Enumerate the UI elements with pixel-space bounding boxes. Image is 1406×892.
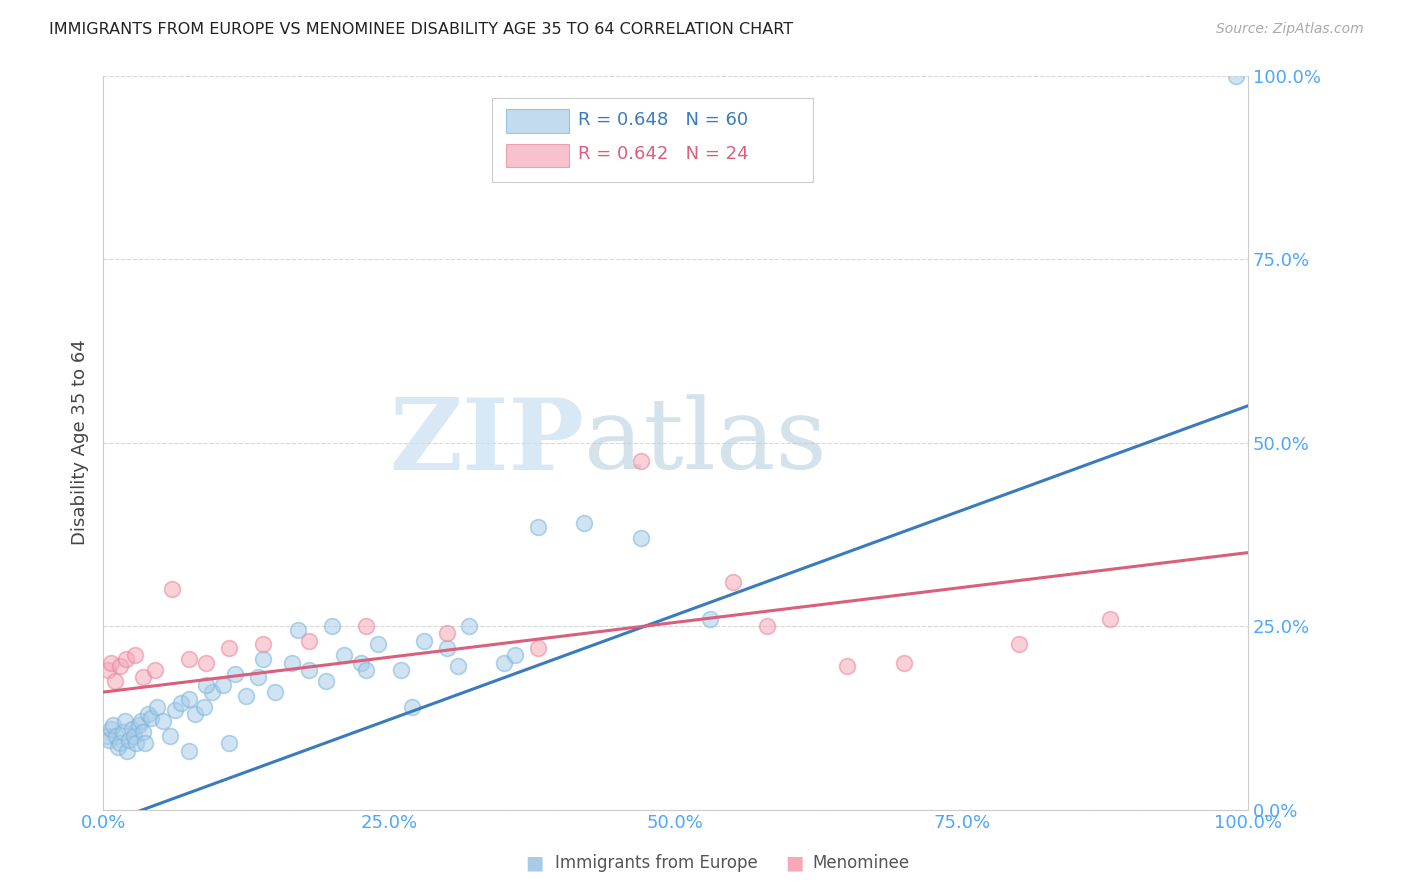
Point [218,641,240,656]
Point [141,711,163,725]
Point [503,648,526,663]
Point [170,696,193,710]
Point [287,623,309,637]
Point [1225,69,1247,83]
Point [110,736,132,750]
Point [193,699,215,714]
Point [436,626,458,640]
Text: ■: ■ [524,854,544,872]
Point [114,714,136,729]
Point [218,736,240,750]
Point [103,674,125,689]
Point [128,718,150,732]
Point [630,454,652,468]
Point [492,656,515,670]
Point [100,656,122,670]
Point [201,685,224,699]
Point [367,637,389,651]
Point [96,729,118,743]
Point [132,725,155,739]
Point [97,732,120,747]
Point [401,699,423,714]
Point [160,582,183,597]
Text: R = 0.648   N = 60: R = 0.648 N = 60 [578,111,748,128]
Point [143,663,166,677]
Point [1008,637,1031,651]
Point [315,674,337,689]
Point [103,718,125,732]
Point [252,652,274,666]
Point [281,656,304,670]
Point [837,659,859,673]
Text: Immigrants from Europe: Immigrants from Europe [555,855,758,872]
Point [177,652,200,666]
Point [332,648,354,663]
Point [356,663,378,677]
FancyBboxPatch shape [506,110,569,133]
Point [121,722,143,736]
Point [212,678,235,692]
Text: ZIP: ZIP [389,394,583,491]
Point [436,641,458,656]
Point [246,670,269,684]
Point [572,516,595,531]
Point [252,637,274,651]
Point [263,685,285,699]
Point [527,641,550,656]
Point [177,744,200,758]
FancyBboxPatch shape [492,97,813,182]
Point [146,699,169,714]
Point [356,619,378,633]
Point [195,656,218,670]
Point [115,744,138,758]
Point [224,666,246,681]
Text: IMMIGRANTS FROM EUROPE VS MENOMINEE DISABILITY AGE 35 TO 64 CORRELATION CHART: IMMIGRANTS FROM EUROPE VS MENOMINEE DISA… [49,22,793,37]
Point [100,722,122,736]
Point [136,707,159,722]
Point [122,729,145,743]
Text: ■: ■ [785,854,804,872]
Point [412,633,434,648]
Point [107,740,129,755]
Point [350,656,373,670]
Point [195,678,218,692]
Point [115,652,138,666]
Point [1099,612,1122,626]
Point [97,663,120,677]
Point [447,659,470,673]
Point [630,531,652,545]
Text: atlas: atlas [583,394,827,491]
Point [118,732,141,747]
Point [298,663,321,677]
Point [159,729,181,743]
Point [721,574,744,589]
Point [129,714,152,729]
Point [125,736,148,750]
Text: Menominee: Menominee [813,855,910,872]
Point [177,692,200,706]
Point [124,648,146,663]
Point [165,703,187,717]
Text: Source: ZipAtlas.com: Source: ZipAtlas.com [1216,22,1364,37]
Text: R = 0.642   N = 24: R = 0.642 N = 24 [578,145,749,163]
Point [527,520,550,534]
Point [134,736,156,750]
Point [110,659,132,673]
Point [893,656,915,670]
Point [321,619,343,633]
Point [298,633,321,648]
Point [389,663,412,677]
Point [104,729,127,743]
Point [132,670,155,684]
Point [111,725,134,739]
FancyBboxPatch shape [506,144,569,168]
Point [756,619,779,633]
Point [183,707,205,722]
Point [458,619,481,633]
Y-axis label: Disability Age 35 to 64: Disability Age 35 to 64 [72,340,89,545]
Point [152,714,174,729]
Point [699,612,721,626]
Point [235,689,257,703]
